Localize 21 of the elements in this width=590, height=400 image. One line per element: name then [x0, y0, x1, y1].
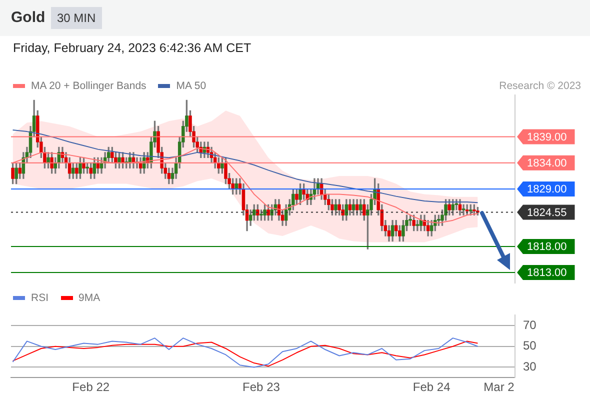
legend-label: MA 20 + Bollinger Bands [30, 80, 146, 92]
ref-line-label: 1829.00 [527, 184, 567, 196]
ref-line-label: 1818.00 [527, 240, 567, 253]
legend-label: RSI [30, 292, 49, 304]
x-tick-label: Feb 22 [72, 380, 110, 394]
y-tick-label: 50 [523, 338, 537, 353]
ref-line-label: 1824.55 [527, 206, 567, 219]
ref-line-label: 1813.00 [527, 267, 567, 280]
y-tick-label: 30 [523, 360, 537, 374]
chart-title: Gold [11, 9, 46, 26]
ref-line-label: 1834.00 [527, 157, 567, 170]
x-tick-label: Feb 23 [242, 380, 280, 394]
x-tick-label: Mar 2 [484, 380, 515, 394]
text: Research © 2023 [499, 80, 581, 92]
ref-line-label: 1839.00 [527, 131, 567, 144]
chart-subtitle: 30 MIN [51, 7, 102, 29]
y-tick-label: 70 [523, 318, 537, 332]
text: Friday, February 24, 2023 6:42:36 AM CET [13, 41, 252, 55]
x-tick-label: Feb 24 [412, 380, 451, 394]
legend-label: MA 50 [175, 80, 206, 92]
legend-label: 9MA [78, 292, 100, 304]
